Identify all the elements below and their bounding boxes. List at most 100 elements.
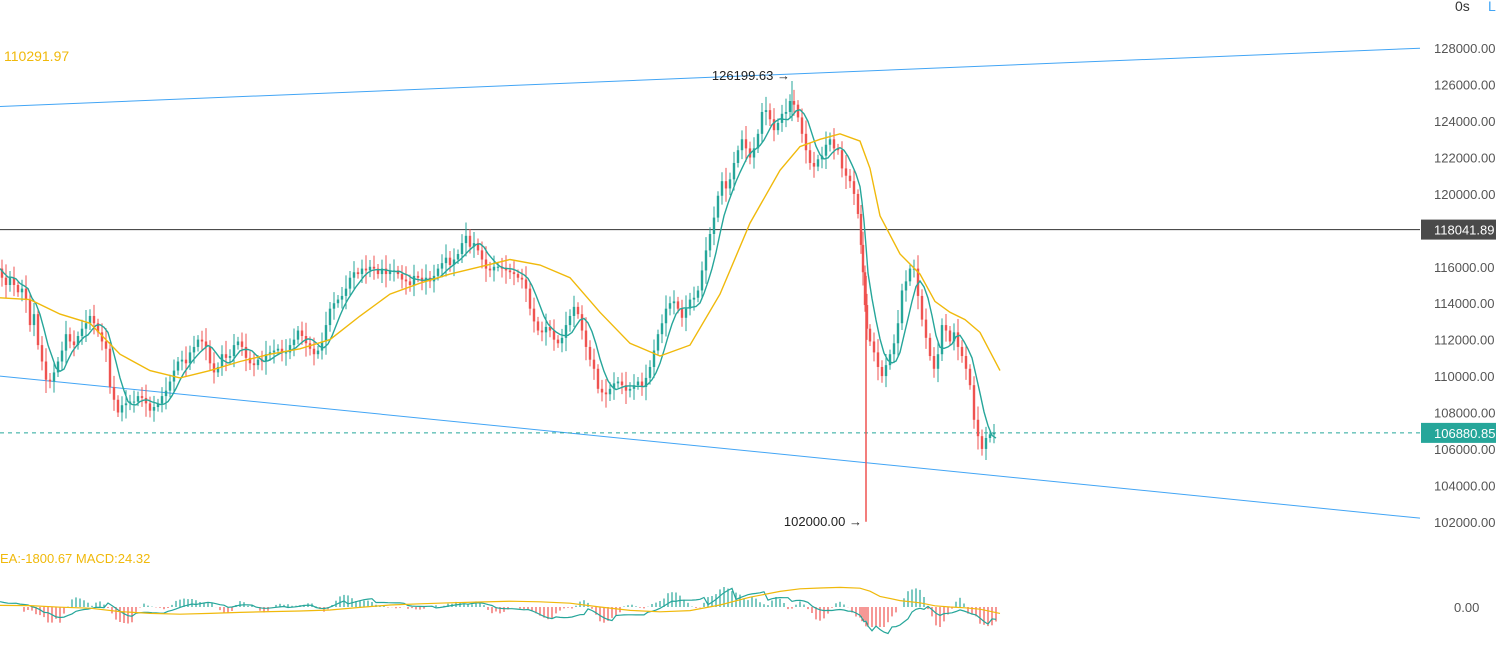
- candle-body: [188, 352, 192, 364]
- candle-body: [624, 385, 628, 391]
- macd-zero-label: 0.00: [1454, 600, 1479, 615]
- candle-body: [356, 272, 360, 275]
- candle-body: [608, 388, 612, 395]
- candle-body: [584, 330, 588, 347]
- candle-body: [696, 290, 700, 298]
- candle-body: [868, 328, 872, 342]
- toolbar-extra-label[interactable]: L: [1488, 0, 1496, 14]
- candle-body: [100, 332, 104, 342]
- candle-body: [564, 325, 568, 338]
- candle-body: [936, 354, 940, 369]
- candle-body: [312, 348, 316, 355]
- candle-body: [216, 366, 220, 373]
- candle-body: [324, 325, 328, 342]
- ma-slow-line: [0, 133, 1001, 379]
- candle-body: [16, 285, 20, 293]
- candle-body: [928, 337, 932, 357]
- y-tick-label: 102000.00: [1434, 515, 1495, 530]
- candle-body: [859, 213, 863, 245]
- candle-body: [352, 272, 356, 278]
- candle-body: [776, 122, 780, 131]
- candle-body: [0, 268, 4, 278]
- candle-body: [604, 392, 608, 395]
- candle-body: [560, 337, 564, 344]
- candle-body: [684, 308, 688, 318]
- candle-body: [772, 119, 776, 131]
- candle-body: [572, 306, 576, 316]
- candle-body: [120, 405, 124, 413]
- candle-body: [588, 346, 592, 360]
- candle-body: [96, 323, 100, 333]
- candle-body: [880, 366, 884, 377]
- candle-body: [596, 368, 600, 389]
- candle-body: [688, 299, 692, 309]
- candle-body: [656, 334, 660, 351]
- candle-body: [668, 303, 672, 309]
- candle-body: [988, 434, 992, 438]
- candle-body: [232, 345, 236, 357]
- y-tick-label: 104000.00: [1434, 478, 1495, 493]
- candle-body: [60, 350, 64, 362]
- candle-body: [32, 314, 36, 326]
- candle-body: [800, 117, 804, 134]
- candle-body: [108, 348, 112, 387]
- candle-body: [404, 279, 408, 282]
- candle-body: [8, 277, 12, 285]
- candle-body: [636, 381, 640, 386]
- candle-body: [176, 361, 180, 371]
- candle-body: [272, 350, 276, 353]
- candle-body: [184, 359, 188, 364]
- candle-body: [676, 301, 680, 309]
- candle-body: [884, 365, 888, 377]
- candle-body: [788, 101, 792, 112]
- candle-body: [348, 277, 352, 289]
- candle-body: [384, 268, 388, 275]
- y-tick-label: 126000.00: [1434, 78, 1495, 93]
- candle-body: [532, 308, 536, 322]
- candle-body: [732, 162, 736, 180]
- candle-body: [52, 372, 56, 382]
- candle-body: [80, 328, 84, 336]
- candle-body: [720, 181, 724, 196]
- candle-body: [812, 162, 816, 167]
- candle-body: [544, 326, 548, 333]
- channel-lower-line: [0, 375, 1421, 519]
- candle-body: [704, 250, 708, 271]
- candle-body: [528, 288, 532, 309]
- candle-body: [724, 181, 728, 189]
- candle-body: [728, 179, 732, 189]
- candle-body: [876, 352, 880, 367]
- candle-body: [28, 299, 32, 326]
- candle-body: [72, 341, 76, 346]
- y-tick-label: 120000.00: [1434, 187, 1495, 202]
- candle-body: [360, 268, 364, 275]
- candle-body: [464, 235, 468, 244]
- candle-body: [863, 272, 867, 306]
- candle-body: [152, 407, 156, 411]
- candle-body: [256, 359, 260, 366]
- candle-body: [660, 323, 664, 335]
- candle-body: [440, 263, 444, 269]
- timeframe-label[interactable]: 0s: [1455, 0, 1470, 14]
- candle-body: [900, 290, 904, 324]
- candle-body: [228, 356, 232, 358]
- candle-body: [744, 139, 748, 149]
- y-tick-label: 128000.00: [1434, 41, 1495, 56]
- candle-body: [340, 295, 344, 300]
- price-axis[interactable]: 128000.00 126000.00 124000.00 122000.00 1200…: [1421, 41, 1496, 615]
- candle-body: [916, 268, 920, 296]
- candle-body: [48, 379, 52, 382]
- candle-body: [388, 270, 392, 275]
- candle-body: [396, 270, 400, 275]
- y-tick-label: 106000.00: [1434, 442, 1495, 457]
- level-price-badge: [1421, 219, 1496, 240]
- candle-body: [164, 390, 168, 397]
- candle-body: [536, 321, 540, 331]
- candle-body: [896, 323, 900, 344]
- candle-body: [600, 388, 604, 393]
- candle-body: [768, 110, 772, 120]
- candle-body: [568, 315, 572, 326]
- channel-lines: [0, 47, 1421, 519]
